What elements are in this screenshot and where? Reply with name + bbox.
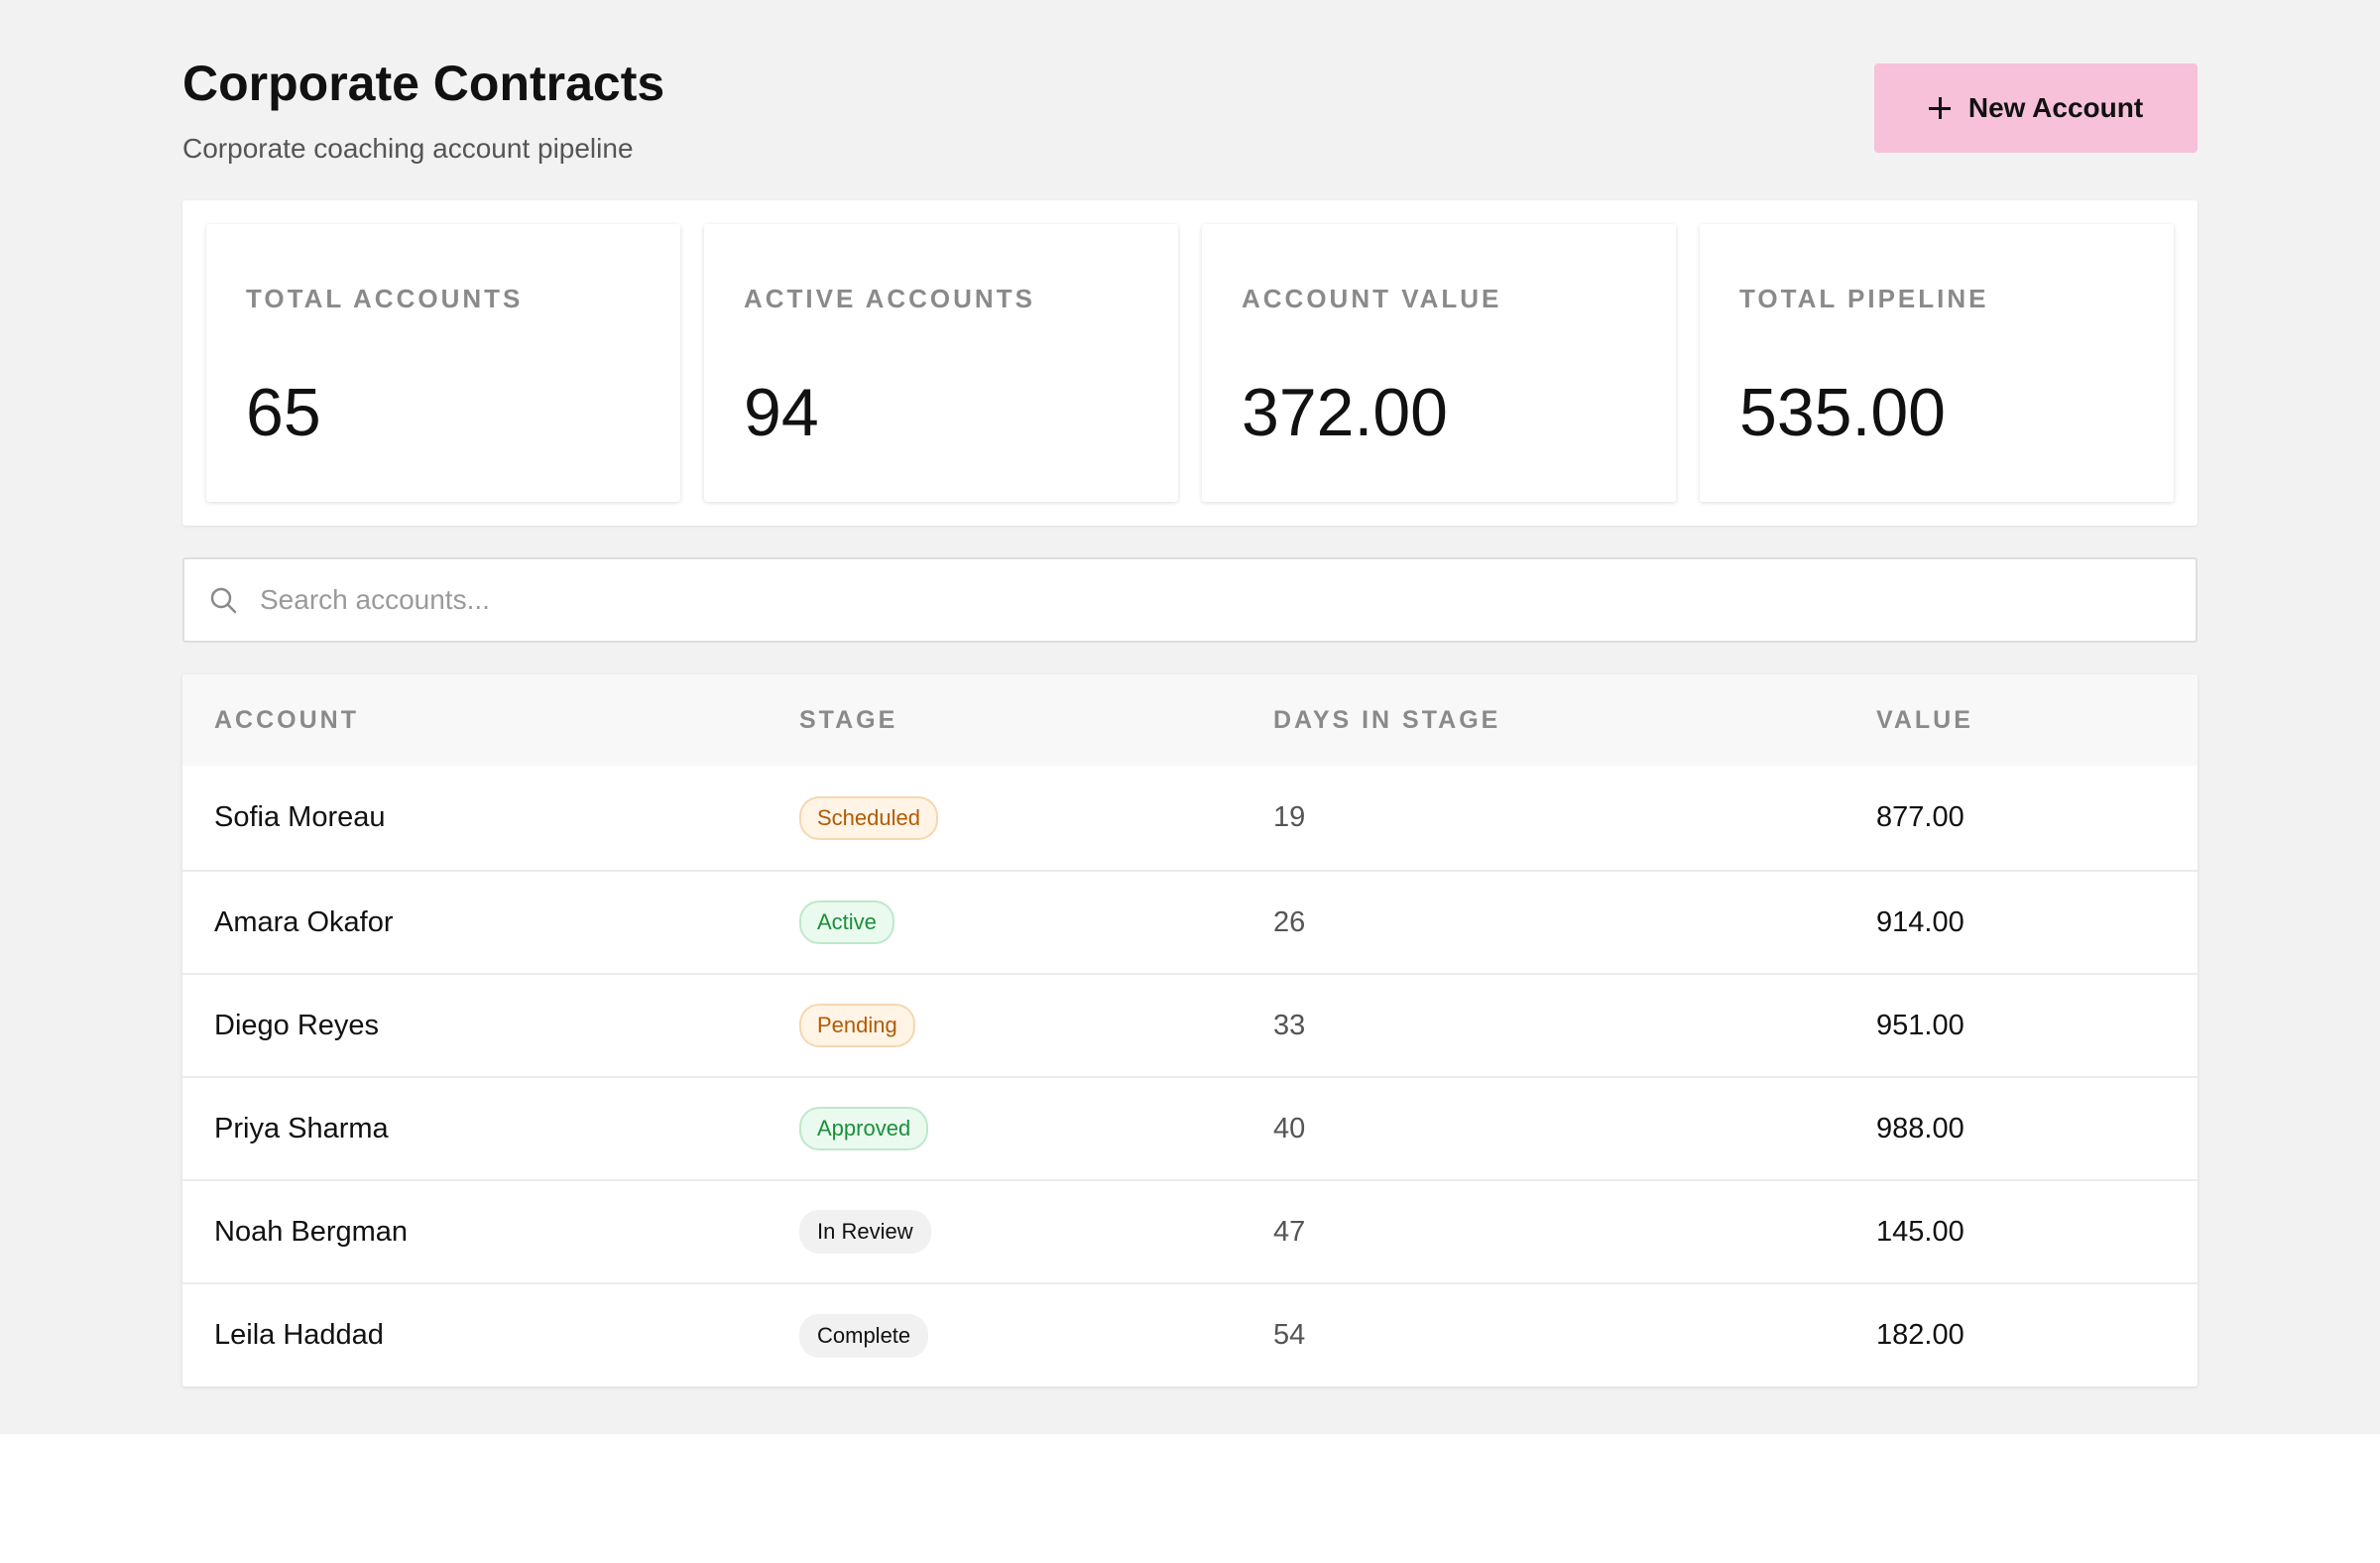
cell-stage: Approved [799,1077,1273,1180]
stat-label: TOTAL ACCOUNTS [246,284,524,313]
cell-stage: Pending [799,974,1273,1077]
cell-account: Noah Bergman [214,1215,409,1248]
stat-label: TOTAL PIPELINE [1739,284,1989,313]
table-row[interactable]: Priya Sharma Approved 40 988.00 [182,1077,2198,1180]
status-badge: In Review [799,1210,931,1254]
cell-days: 47 [1273,1215,1306,1248]
column-header-stage[interactable]: STAGE [799,705,898,734]
status-badge: Scheduled [799,795,938,840]
status-badge: Approved [799,1107,929,1150]
table-row[interactable]: Amara Okafor Active 26 914.00 [182,871,2198,974]
cell-account: Diego Reyes [214,1009,380,1041]
cell-account: Leila Haddad [214,1319,384,1351]
cell-value: 877.00 [1876,801,1964,833]
cell-stage: Complete [799,1283,1273,1386]
cell-days: 54 [1273,1319,1306,1351]
table-header-row: ACCOUNT STAGE DAYS IN STAGE VALUE [182,674,2198,766]
plus-icon [1928,97,1951,119]
table-row[interactable]: Diego Reyes Pending 33 951.00 [182,974,2198,1077]
stat-value: 372.00 [1242,375,1448,450]
cell-stage: In Review [799,1180,1273,1283]
page-title: Corporate Contracts [182,56,665,111]
search-box[interactable] [182,557,2198,643]
table-row[interactable]: Sofia Moreau Scheduled 19 877.00 [182,766,2198,871]
cell-value: 182.00 [1876,1319,1964,1351]
cell-days: 40 [1273,1112,1306,1144]
status-badge: Complete [799,1313,929,1358]
stats-panel: TOTAL ACCOUNTS 65 ACTIVE ACCOUNTS 94 ACC… [182,200,2198,526]
new-account-button[interactable]: New Account [1874,63,2198,153]
cell-account: Priya Sharma [214,1112,389,1144]
cell-days: 26 [1273,905,1306,938]
table-row[interactable]: Noah Bergman In Review 47 145.00 [182,1180,2198,1283]
status-badge: Active [799,901,894,944]
page-container: Corporate Contracts Corporate coaching a… [182,0,2198,1386]
cell-stage: Active [799,871,1273,974]
cell-value: 145.00 [1876,1215,1964,1248]
new-account-button-label: New Account [1967,92,2144,123]
stat-value: 65 [246,375,321,450]
cell-days: 19 [1273,801,1306,833]
cell-value: 914.00 [1876,905,1964,938]
column-header-account[interactable]: ACCOUNT [214,705,359,734]
stat-card-total-accounts: TOTAL ACCOUNTS 65 [206,224,680,502]
cell-account: Sofia Moreau [214,801,386,833]
stat-card-total-pipeline: TOTAL PIPELINE 535.00 [1700,224,2174,502]
status-badge: Pending [799,1004,915,1047]
cell-account: Amara Okafor [214,905,394,938]
stat-card-active-accounts: ACTIVE ACCOUNTS 94 [704,224,1178,502]
search-input[interactable] [258,569,2196,631]
cell-value: 951.00 [1876,1009,1964,1041]
stat-label: ACCOUNT VALUE [1242,284,1502,313]
table-row[interactable]: Leila Haddad Complete 54 182.00 [182,1283,2198,1386]
page-subtitle: Corporate coaching account pipeline [182,133,634,164]
search-icon [210,587,237,614]
cell-value: 988.00 [1876,1112,1964,1144]
stat-value: 94 [744,375,819,450]
column-header-value[interactable]: VALUE [1876,705,1973,734]
app-background: Corporate Contracts Corporate coaching a… [0,0,2380,1434]
stat-label: ACTIVE ACCOUNTS [744,284,1035,313]
column-header-days-in-stage[interactable]: DAYS IN STAGE [1273,705,1501,734]
cell-stage: Scheduled [799,766,1273,871]
stat-card-account-value: ACCOUNT VALUE 372.00 [1202,224,1676,502]
stat-value: 535.00 [1739,375,1946,450]
page-header: Corporate Contracts Corporate coaching a… [182,0,2198,198]
cell-days: 33 [1273,1009,1306,1041]
accounts-table: ACCOUNT STAGE DAYS IN STAGE VALUE Sofia … [182,674,2198,1386]
